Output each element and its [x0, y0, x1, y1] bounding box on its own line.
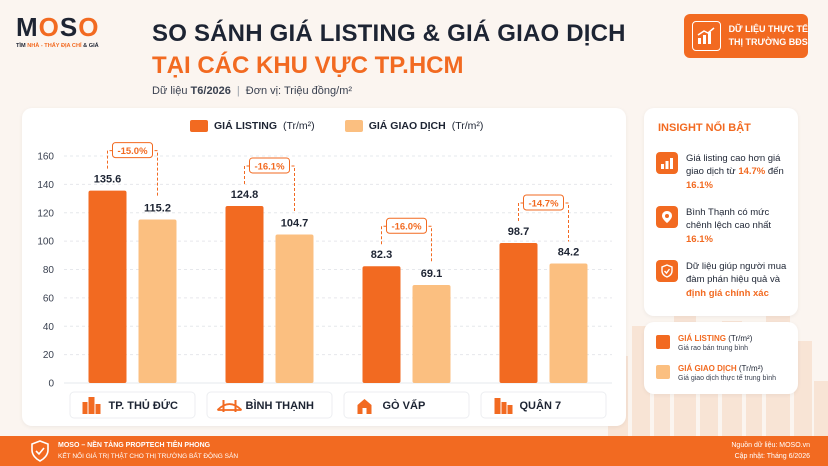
bar	[275, 234, 314, 383]
legend-label-listing: GIÁ LISTING	[214, 120, 277, 132]
bar	[138, 219, 177, 383]
category-label: QUẬN 7	[520, 399, 562, 412]
shield-check-icon	[656, 260, 678, 282]
temple-icon	[357, 399, 372, 414]
category-label: BÌNH THẠNH	[246, 399, 314, 412]
y-tick-label: 120	[37, 208, 54, 219]
bar-value-label: 98.7	[508, 226, 529, 238]
y-tick-label: 160	[37, 152, 54, 163]
difference-badge	[386, 217, 427, 234]
shield-check-icon	[31, 440, 49, 462]
footer-source[interactable]: Nguồn dữ liệu: MOSO.vn	[731, 442, 810, 449]
transaction-desc: Giá giao dịch thực tế trung bình	[678, 375, 777, 382]
legend-swatch-listing	[190, 120, 208, 132]
y-tick-label: 140	[37, 180, 54, 191]
legend-label-transaction: GIÁ GIAO DỊCH	[368, 120, 446, 132]
legend-swatch-transaction	[344, 120, 363, 132]
legend-row-listing: GIÁ LISTING (Tr/m²) Giá rao bán trung bìn…	[656, 334, 752, 352]
bar	[362, 266, 401, 383]
difference-badge	[523, 194, 564, 211]
legend-item-listing: GIÁ LISTING (Tr/m²)	[190, 120, 315, 132]
bar	[88, 190, 127, 383]
page-title-line2: TẠI CÁC KHU VỰC TP.HCM	[152, 52, 464, 79]
bar	[225, 205, 264, 383]
footer-company: MOSO – NỀN TẢNG PROPTECH TIÊN PHONG	[58, 442, 211, 449]
legend-item-transaction: GIÁ GIAO DỊCH (Tr/m²)	[344, 120, 484, 132]
page-title-line1: SO SÁNH GIÁ LISTING & GIÁ GIAO DỊCH	[152, 20, 626, 47]
bar	[499, 242, 538, 383]
badge-line2: THỊ TRƯỜNG BĐS	[728, 37, 808, 47]
bar-value-label: 124.8	[231, 189, 259, 201]
bridge-icon	[216, 400, 243, 412]
insight-item: Bình Thạnh có mức chênh lệch cao nhất 16…	[656, 206, 796, 246]
category-label: GÒ VẤP	[383, 399, 426, 412]
footer-updated: Cập nhật: Tháng 6/2026	[734, 453, 810, 460]
y-tick-label: 80	[43, 265, 55, 276]
difference-badge	[249, 157, 290, 174]
y-tick-label: 100	[37, 237, 54, 248]
category-pill: BÌNH THẠNH	[206, 391, 333, 419]
footer-slogan: KẾT NỐI GIÁ TRỊ THẬT CHO THỊ TRƯỜNG BẤT …	[58, 453, 239, 460]
data-meta: Dữ liệu T6/2026 | Đơn vị: Triệu đồng/m²	[152, 85, 353, 97]
city-buildings-icon	[82, 397, 101, 414]
y-tick-label: 0	[48, 379, 54, 390]
difference-label: -14.7%	[528, 198, 559, 209]
bar-value-label: 84.2	[558, 247, 579, 259]
chart-legend: GIÁ LISTING (Tr/m²) GIÁ GIAO DỊCH (Tr/m²)	[190, 120, 483, 132]
skyscraper-icon	[494, 398, 513, 414]
bar-value-label: 82.3	[371, 249, 392, 261]
insight-text: Giá listing cao hơn giá giao dịch từ 14.…	[686, 153, 784, 191]
listing-swatch	[656, 335, 670, 349]
insight-text: Bình Thạnh có mức chênh lệch cao nhất 16…	[686, 207, 772, 245]
difference-label: -16.0%	[391, 222, 422, 233]
footer: MOSO – NỀN TẢNG PROPTECH TIÊN PHONG KẾT …	[0, 436, 828, 466]
y-tick-label: 20	[43, 350, 55, 361]
category-pill-bg	[343, 391, 470, 419]
bar-value-label: 135.6	[94, 174, 122, 186]
y-tick-label: 60	[43, 293, 55, 304]
bar	[549, 263, 588, 383]
category-pill-bg	[69, 391, 196, 419]
logo-tagline: TÌM NHÀ - THẤY ĐỊA CHỈ & GIÁ	[16, 43, 99, 49]
y-tick-label: 40	[43, 322, 55, 333]
category-pill-bg	[206, 391, 333, 419]
insight-text: Dữ liệu giúp người mua đàm phán hiệu quả…	[686, 261, 787, 299]
bar-value-label: 115.2	[144, 203, 171, 215]
series-legend-panel: GIÁ LISTING (Tr/m²) Giá rao bán trung bìn…	[644, 322, 798, 394]
bar-value-label: 69.1	[421, 268, 442, 280]
difference-label: -15.0%	[117, 146, 148, 157]
chart-growth-icon	[692, 21, 721, 51]
brand-logo[interactable]: MOSO TÌM NHÀ - THẤY ĐỊA CHỈ & GIÁ	[16, 14, 99, 49]
insight-panel: INSIGHT NỔI BẬT Giá listing cao hơn giá …	[644, 108, 798, 316]
badge-line1: DỮ LIỆU THỰC TẾ	[728, 24, 808, 35]
category-label: TP. THỦ ĐỨC	[109, 399, 178, 412]
bar-chart: 0 20 40 60 80 100 120 140 160 135.6 115.2 -15.0% TP.…	[37, 142, 612, 419]
listing-desc: Giá rao bán trung bình	[678, 345, 749, 352]
market-data-badge: DỮ LIỆU THỰC TẾ THỊ TRƯỜNG BĐS	[684, 14, 808, 58]
insight-item: Dữ liệu giúp người mua đàm phán hiệu quả…	[656, 260, 796, 300]
bar	[412, 284, 451, 383]
listing-name: GIÁ LISTING (Tr/m²)	[678, 334, 753, 343]
insight-title: INSIGHT NỔI BẬT	[658, 122, 751, 134]
transaction-swatch	[656, 365, 670, 379]
legend-unit-listing: (Tr/m²)	[283, 120, 315, 132]
difference-label: -16.1%	[254, 161, 285, 172]
bar-value-label: 104.7	[281, 217, 309, 229]
transaction-name: GIÁ GIAO DỊCH (Tr/m²)	[678, 364, 764, 373]
chart-panel: GIÁ LISTING (Tr/m²) GIÁ GIAO DỊCH (Tr/m²) …	[22, 108, 626, 426]
category-pill: GÒ VẤP	[343, 391, 470, 419]
insight-item: Giá listing cao hơn giá giao dịch từ 14.…	[656, 152, 796, 192]
difference-badge	[112, 142, 153, 159]
bar-chart-icon	[656, 152, 678, 174]
legend-unit-transaction: (Tr/m²)	[451, 120, 484, 132]
logo-wordmark: MOSO	[16, 12, 100, 42]
category-pill: TP. THỦ ĐỨC	[69, 391, 196, 419]
legend-row-transaction: GIÁ GIAO DỊCH (Tr/m²) Giá giao dịch thực …	[656, 364, 776, 382]
location-pin-icon	[656, 206, 678, 228]
category-pill: QUẬN 7	[480, 391, 607, 419]
